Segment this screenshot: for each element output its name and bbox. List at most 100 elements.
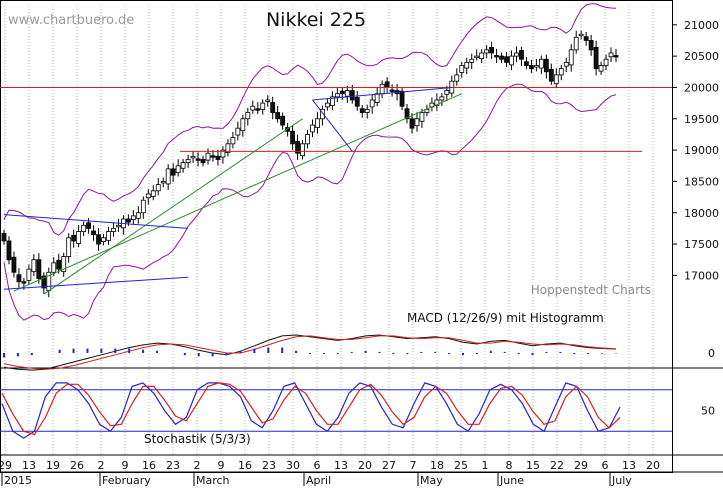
month-label: July (611, 474, 632, 486)
grid-layer (0, 0, 723, 473)
candle-body (185, 159, 191, 164)
candle-body (494, 55, 499, 58)
chart-title: Nikkei 225 (266, 9, 366, 31)
candle-body (533, 65, 539, 68)
trend-line (3, 276, 189, 290)
candle-body (106, 231, 111, 241)
candle-body (135, 212, 141, 219)
x-tick-label: 13 (622, 459, 636, 472)
candle-body (588, 40, 594, 51)
candle-body (499, 55, 504, 60)
x-tick-label: 25 (454, 459, 468, 472)
trend-line (13, 93, 462, 292)
candle-body (36, 259, 42, 279)
candle-body (81, 224, 87, 232)
candle-body (170, 168, 176, 176)
candle-body (230, 137, 236, 145)
candle-body (603, 58, 609, 66)
trend-line (312, 86, 452, 101)
candle-body (384, 81, 390, 88)
candle-body (26, 268, 32, 281)
candle-body (354, 97, 360, 107)
candle-body (210, 155, 216, 158)
candle-body (71, 234, 77, 242)
stochastic-panel (0, 382, 672, 439)
credit-label: Hoppenstedt Charts (531, 283, 651, 297)
candle-body (300, 143, 305, 157)
candle-body (548, 68, 554, 82)
candle-body (195, 158, 201, 161)
candle-body (399, 90, 405, 107)
x-tick-label: 6 (314, 459, 321, 472)
month-label: June (499, 474, 524, 486)
candle-body (86, 222, 91, 229)
macd-title: MACD (12/26/9) mit Histogramm (407, 311, 604, 325)
candle-body (339, 90, 345, 95)
candle-body (484, 49, 490, 54)
macd-line (3, 334, 617, 371)
candle-body (116, 224, 121, 228)
x-tick-label: 15 (526, 459, 540, 472)
x-tick-label: 7 (410, 459, 417, 472)
candle-body (514, 52, 519, 57)
candle-body (509, 55, 514, 66)
x-tick-label: 2 (194, 459, 201, 472)
x-tick-label: 13 (22, 459, 36, 472)
candle-body (563, 61, 569, 67)
candle-body (310, 124, 315, 133)
candle-body (295, 140, 300, 154)
candle-body (608, 52, 614, 58)
candle-body (409, 118, 415, 129)
candle-body (593, 46, 599, 70)
candle-body (200, 159, 206, 164)
candle-body (240, 118, 246, 132)
candle-body (190, 155, 196, 159)
candle-body (66, 237, 72, 258)
candle-body (215, 155, 221, 160)
price-tick-label: 19000 (684, 144, 719, 157)
x-tick-label: 30 (286, 459, 300, 472)
stochastic-d-line (1, 382, 621, 436)
x-tick-label: 13 (334, 459, 348, 472)
candle-body (315, 118, 320, 128)
candle-body (21, 281, 27, 284)
trend-line (312, 99, 353, 152)
candle-body (220, 149, 226, 158)
candle-body (389, 89, 395, 92)
candle-body (270, 102, 276, 113)
candle-body (130, 215, 136, 221)
x-tick-label: 26 (70, 459, 84, 472)
candle-body (155, 184, 161, 192)
candle-body (290, 130, 295, 145)
candle-body (489, 46, 495, 54)
candle-body (140, 199, 146, 214)
candle-body (329, 96, 335, 107)
candle-body (150, 190, 156, 197)
bollinger-lower (3, 83, 617, 321)
candle-body (464, 61, 470, 69)
candle-body (160, 181, 166, 184)
candle-body (553, 74, 559, 85)
candle-body (344, 90, 350, 97)
x-tick-label: 27 (382, 459, 396, 472)
candle-body (225, 143, 231, 154)
candle-body (145, 193, 151, 199)
x-tick-label: 23 (262, 459, 276, 472)
candle-body (180, 162, 186, 169)
candle-body (359, 108, 365, 113)
candle-body (558, 68, 564, 76)
stochastic-k-line (1, 382, 621, 439)
x-tick-label: 29 (574, 459, 588, 472)
x-tick-label: 19 (46, 459, 60, 472)
candle-body (125, 218, 131, 223)
candle-body (479, 52, 485, 60)
trend-line (3, 214, 189, 229)
candle-body (280, 115, 286, 126)
candle-body (578, 33, 584, 37)
x-tick-label: 8 (506, 459, 513, 472)
candle-body (56, 259, 62, 270)
price-tick-label: 18500 (684, 175, 719, 188)
price-panel (0, 3, 672, 321)
candle-body (325, 102, 330, 108)
